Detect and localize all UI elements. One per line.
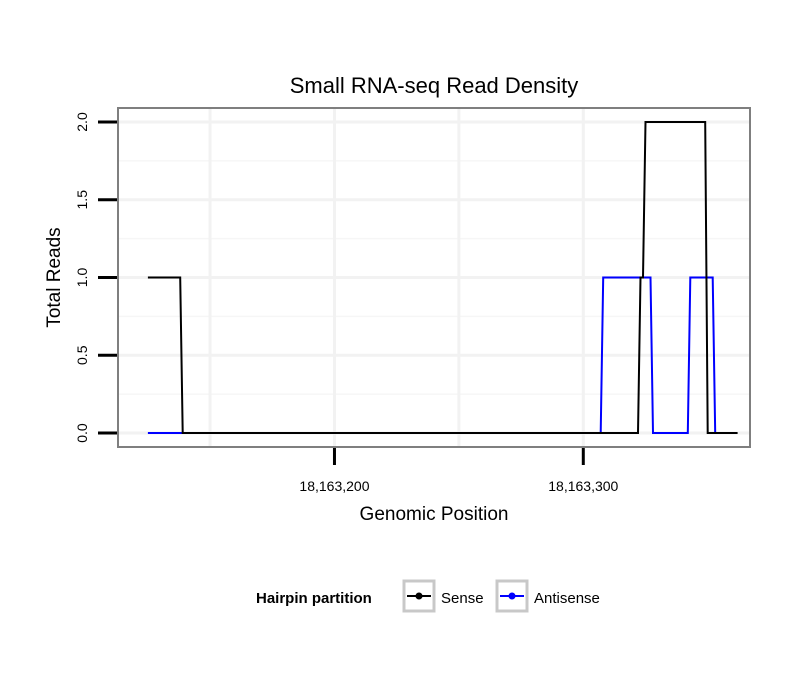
y-tick-label: 2.0: [74, 112, 90, 132]
legend-key-point: [415, 592, 423, 600]
series-layer: [147, 121, 738, 434]
x-tick-label: 18,163,300: [548, 478, 618, 494]
x-axis-ticks: 18,163,200 18,163,300: [299, 448, 619, 494]
y-axis-ticks: 0.0 0.5 1.0 1.5 2.0: [74, 112, 117, 443]
chart-title: Small RNA-seq Read Density: [290, 73, 579, 98]
y-tick-label: 0.0: [74, 423, 90, 443]
plot-panel-border: [117, 107, 751, 448]
legend-label-antisense: Antisense: [534, 590, 600, 607]
grid-minor: [118, 160, 750, 395]
legend: Hairpin partition Sense Antisense: [256, 579, 600, 613]
legend-label-sense: Sense: [441, 590, 484, 607]
legend-key-point: [508, 592, 516, 600]
y-tick-label: 1.5: [74, 190, 90, 210]
y-axis-title: Total Reads: [44, 227, 65, 327]
legend-title: Hairpin partition: [256, 590, 372, 607]
y-tick-label: 1.0: [74, 268, 90, 288]
x-axis-title: Genomic Position: [360, 504, 509, 525]
x-tick-label: 18,163,200: [299, 478, 369, 494]
y-tick-label: 0.5: [74, 345, 90, 365]
series-line-sense: [147, 121, 738, 434]
